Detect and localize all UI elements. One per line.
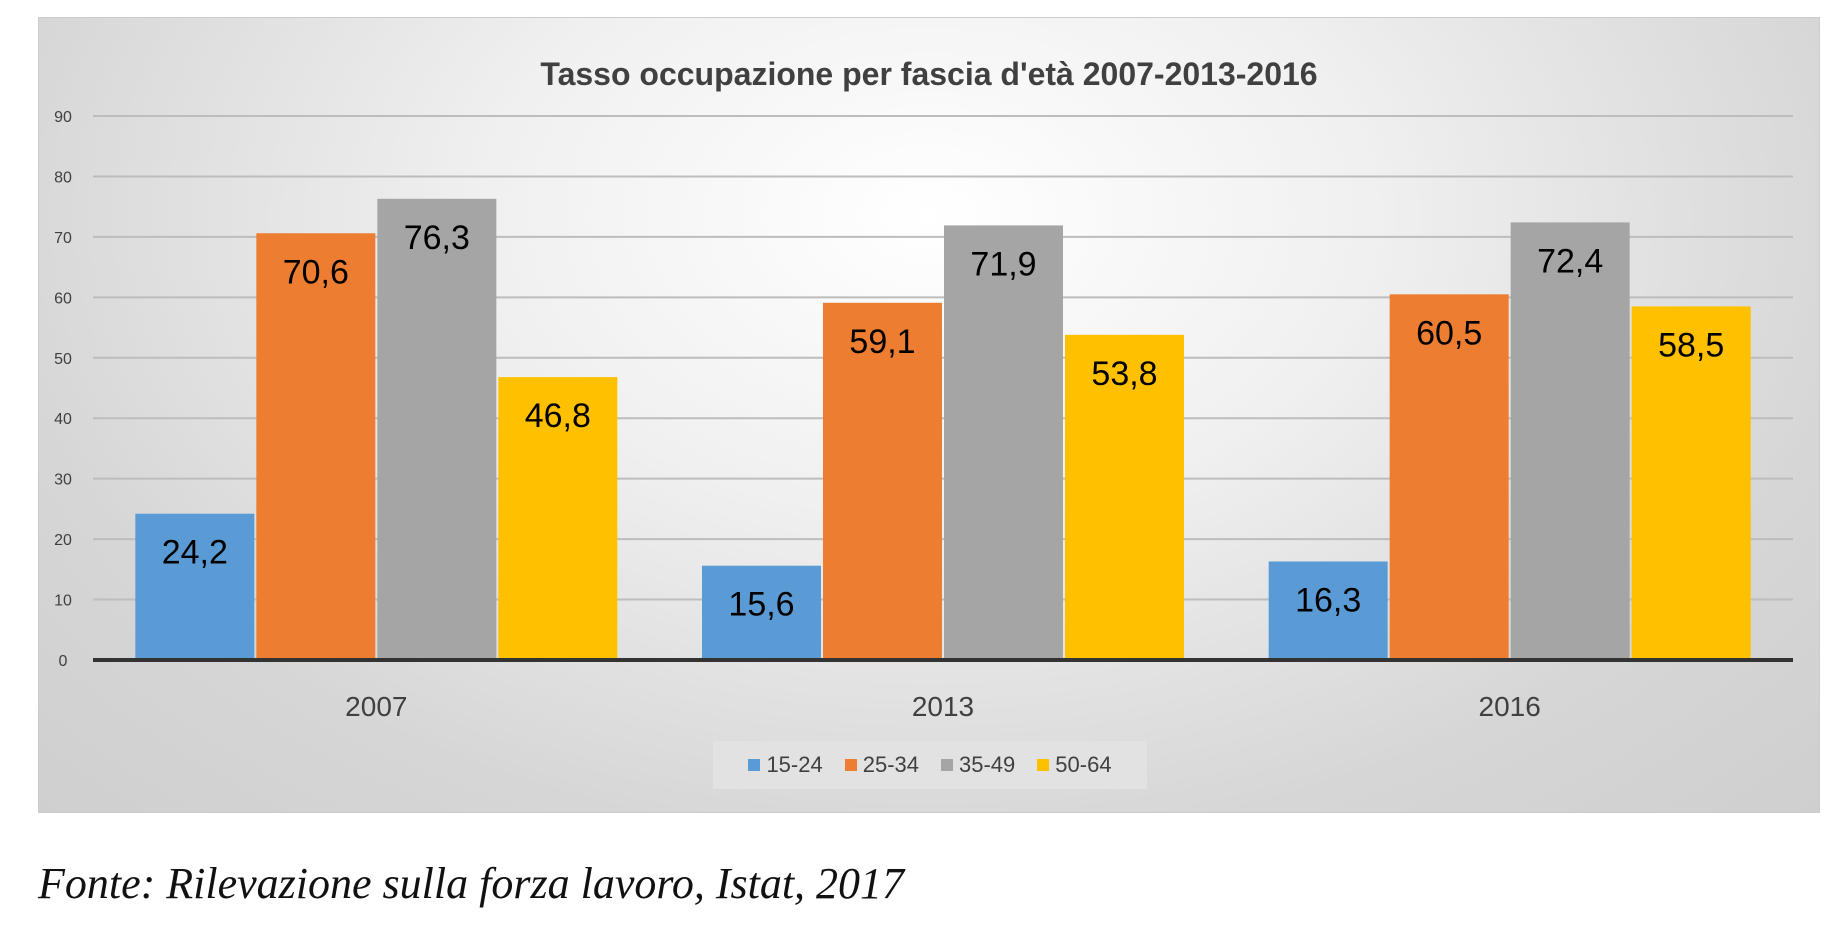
bar-25-34-2016: [1389, 294, 1509, 660]
bar-15-24-2016: [1268, 561, 1388, 660]
y-tick-label: 20: [54, 532, 72, 549]
x-tick-label: 2016: [1479, 691, 1541, 722]
data-label: 59,1: [849, 323, 915, 361]
legend: 15-24 25-34 35-49 50-64: [713, 741, 1147, 789]
x-tick-label: 2013: [912, 691, 974, 722]
chart-panel: 0 10 20 30 40 50 60 70 80 90 24,2 70,6 76,3 46,8 2007 1…: [38, 17, 1820, 813]
legend-item: 35-49: [941, 752, 1015, 778]
bar-35-49-2007: [377, 198, 497, 660]
data-label: 76,3: [404, 219, 470, 257]
bar-50-64-2007: [498, 377, 618, 660]
legend-label: 35-49: [959, 752, 1016, 777]
chart-title: Tasso occupazione per fascia d'età 2007-…: [540, 56, 1318, 92]
data-label: 24,2: [162, 534, 228, 572]
data-label: 53,8: [1091, 355, 1157, 393]
data-label: 16,3: [1295, 581, 1361, 619]
bar-35-49-2013: [944, 225, 1063, 660]
legend-label: 50-64: [1055, 752, 1112, 777]
bar-chart: 0 10 20 30 40 50 60 70 80 90 24,2 70,6 76,3 46,8 2007 1…: [54, 109, 1793, 722]
bar-35-49-2016: [1510, 222, 1630, 661]
data-label: 60,5: [1416, 314, 1482, 352]
bar-50-64-2013: [1065, 334, 1184, 660]
bar-50-64-2016: [1631, 306, 1751, 660]
y-tick-label: 0: [59, 653, 68, 670]
bar-25-34-2007: [256, 233, 376, 661]
bar-25-34-2013: [823, 302, 942, 660]
y-tick-label: 70: [54, 230, 72, 247]
bar-15-24-2007: [135, 513, 255, 660]
legend-label: 15-24: [766, 752, 823, 777]
data-label: 71,9: [970, 245, 1036, 283]
y-tick-label: 10: [54, 593, 72, 610]
data-label: 46,8: [525, 397, 591, 435]
legend-swatch: [844, 759, 857, 771]
y-tick-label: 30: [54, 472, 72, 489]
y-tick-label: 50: [54, 351, 72, 368]
legend-swatch: [941, 759, 953, 771]
x-tick-label: 2007: [345, 691, 407, 722]
y-tick-label: 60: [54, 290, 72, 307]
legend-label: 25-34: [862, 752, 919, 777]
legend-item: 50-64: [1037, 752, 1112, 778]
source-caption: Fonte: Rilevazione sulla forza lavoro, I…: [38, 859, 905, 908]
legend-swatch: [748, 759, 761, 771]
data-label: 15,6: [728, 586, 794, 624]
legend-item: 25-34: [844, 752, 919, 778]
y-tick-label: 90: [54, 109, 72, 126]
data-label: 70,6: [283, 253, 349, 291]
y-tick-label: 80: [54, 169, 72, 186]
data-label: 72,4: [1537, 242, 1603, 280]
data-label: 58,5: [1658, 326, 1724, 364]
legend-item: 15-24: [748, 752, 823, 778]
y-tick-label: 40: [54, 411, 72, 428]
bar-15-24-2013: [702, 565, 821, 660]
legend-swatch: [1037, 759, 1050, 771]
